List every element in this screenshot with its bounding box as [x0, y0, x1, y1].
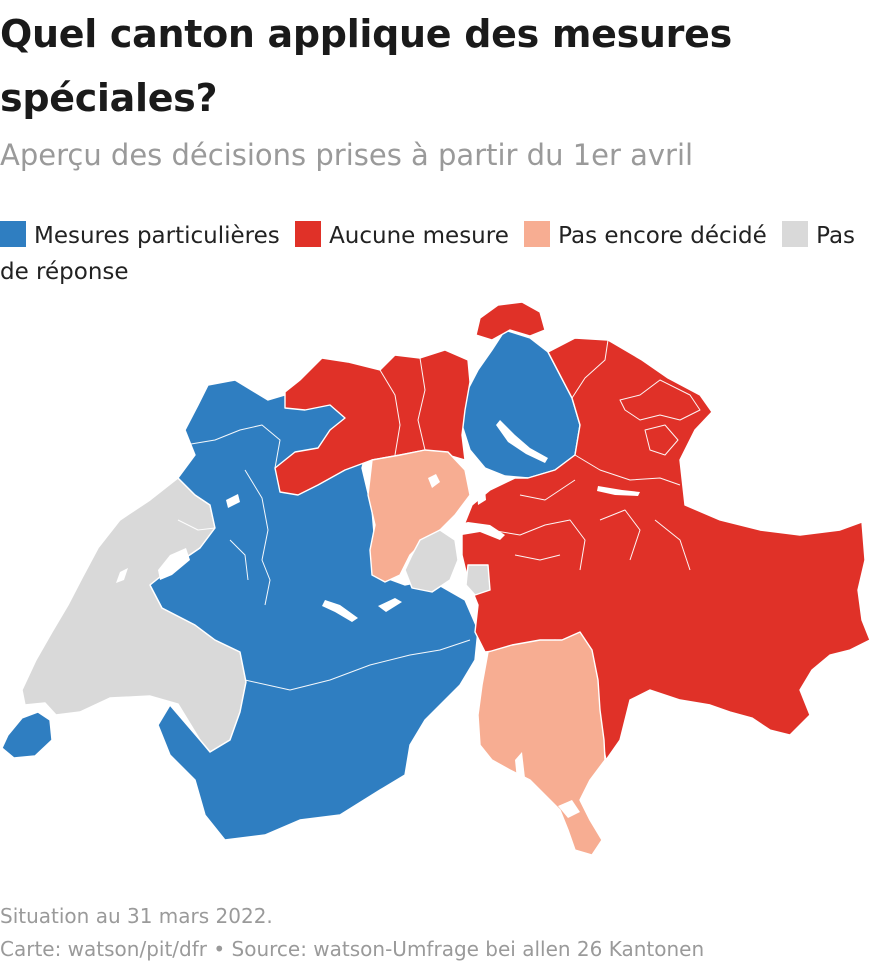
legend-swatch-mesures	[0, 221, 26, 247]
footer-situation: Situation au 31 mars 2022.	[0, 904, 273, 928]
legend-label-pas-de-reponse: Pas de réponse	[0, 223, 856, 285]
lake-lugano	[558, 800, 580, 818]
lake-lucerne	[445, 522, 505, 540]
chart-subtitle: Aperçu des décisions prises à partir du …	[0, 138, 694, 172]
legend-label-pas-encore: Pas encore décidé	[558, 223, 767, 249]
lake-walen	[597, 486, 640, 496]
chart-title: Quel canton applique des mesures spécial…	[0, 12, 732, 120]
lake-brienz	[378, 598, 402, 612]
region-nidwalden	[465, 564, 491, 596]
region-nord	[274, 349, 471, 496]
lake-sempach	[428, 474, 440, 488]
region-ticino	[477, 631, 606, 856]
switzerland-canton-map	[1, 301, 871, 856]
legend-item-mesures: Mesures particulières	[0, 221, 280, 249]
legend-item-pas-encore: Pas encore décidé	[524, 221, 767, 249]
lake-bienne	[226, 494, 240, 508]
region-schaffhausen	[475, 301, 546, 341]
legend-label-mesures: Mesures particulières	[34, 223, 280, 249]
lake-neuchatel	[158, 548, 190, 580]
legend-swatch-pas-encore	[524, 221, 551, 247]
legend-swatch-pas-de-reponse	[782, 221, 809, 247]
lake-joux	[116, 568, 128, 583]
legend: Mesures particulières Aucune mesure Pas …	[0, 218, 860, 290]
region-obwalden	[404, 529, 459, 593]
footer-source: Carte: watson/pit/dfr • Source: watson-U…	[0, 937, 705, 961]
region-est	[461, 337, 871, 761]
legend-item-pas-de-reponse: Pas de réponse	[0, 221, 856, 285]
lake-thun	[322, 600, 358, 622]
legend-item-aucune: Aucune mesure	[295, 221, 509, 249]
legend-swatch-aucune	[295, 221, 322, 247]
lake-maggiore	[515, 752, 525, 790]
legend-label-aucune: Aucune mesure	[329, 223, 509, 249]
lake-zug	[476, 478, 486, 505]
lake-zurich	[496, 420, 548, 463]
region-geneve	[1, 711, 53, 759]
